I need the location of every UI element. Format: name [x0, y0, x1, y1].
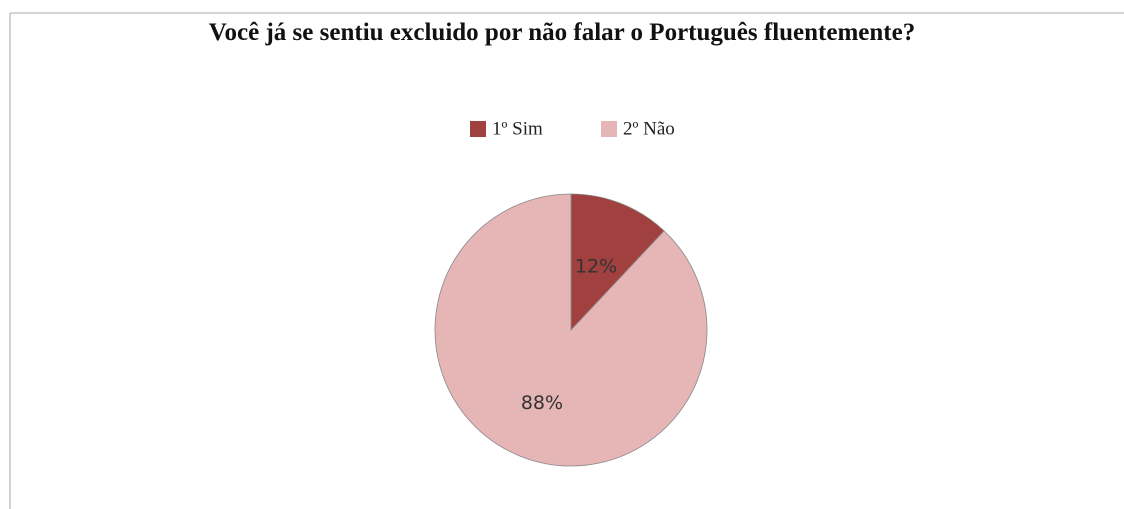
pie-slice	[434, 193, 708, 467]
legend-swatch	[470, 121, 486, 137]
slice-label: 12%	[575, 255, 617, 277]
legend-swatch	[601, 121, 617, 137]
pie-slice	[570, 193, 665, 332]
slice-label: 88%	[521, 392, 563, 414]
legend-label: 1º Sim	[492, 118, 543, 139]
legend-label: 2º Não	[623, 118, 675, 139]
chart-title: Você já se sentiu excluido por não falar…	[208, 19, 916, 46]
